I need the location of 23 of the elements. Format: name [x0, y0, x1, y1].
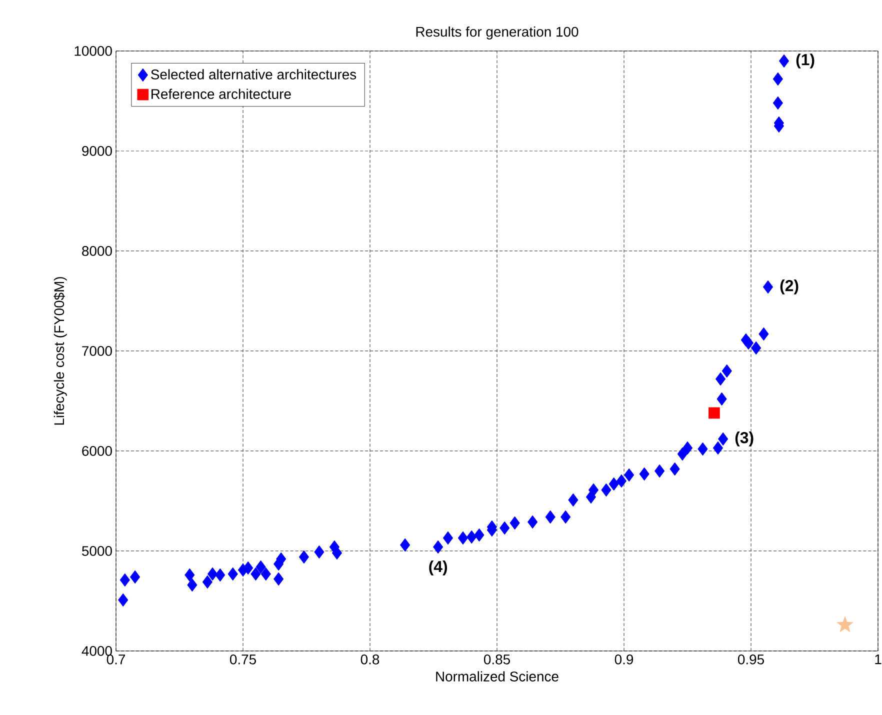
annotation: (2)	[780, 280, 798, 294]
x-tick-label: 0.85	[484, 654, 510, 664]
y-axis-title: Lifecycle cost (FY00$M)	[54, 277, 67, 425]
y-tick-label: 7000	[82, 346, 112, 356]
y-tick-label: 8000	[82, 246, 112, 256]
x-tick-label: 0.75	[230, 654, 256, 664]
legend-label: Selected alternative architectures	[151, 69, 356, 80]
x-tick-label: 0.8	[360, 654, 380, 664]
annotation: (3)	[735, 432, 754, 446]
y-tick-label: 5000	[82, 546, 112, 556]
y-tick-label: 9000	[82, 146, 112, 156]
x-tick-label: 1	[875, 654, 882, 664]
y-tick-label: 10000	[74, 46, 112, 56]
annotation: (4)	[429, 560, 448, 576]
y-tick-label: 4000	[82, 646, 112, 656]
x-tick-label: 0.9	[614, 654, 634, 664]
annotation: (1)	[796, 54, 814, 68]
y-tick-label: 6000	[82, 446, 112, 456]
chart-title: Results for generation 100	[416, 26, 578, 40]
x-axis-title: Normalized Science	[436, 671, 558, 682]
x-tick-label: 0.95	[738, 654, 764, 664]
legend-label: Reference architecture	[152, 88, 291, 100]
x-tick-label: 0.7	[106, 654, 126, 664]
